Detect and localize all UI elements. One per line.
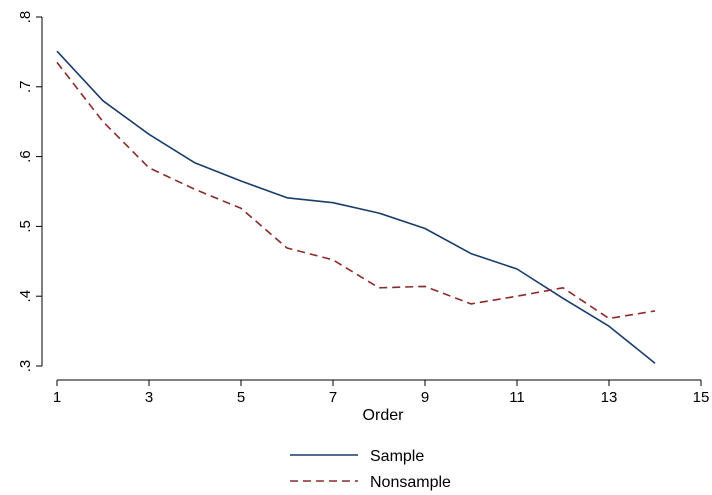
y-tick-label: .5 — [17, 220, 34, 233]
x-tick-label: 15 — [693, 389, 710, 406]
y-tick-label: .4 — [17, 290, 34, 303]
legend-label-nonsample: Nonsample — [370, 474, 451, 491]
x-tick-label: 11 — [509, 389, 525, 406]
y-tick-label: .8 — [17, 11, 34, 24]
legend-label-sample: Sample — [370, 448, 424, 465]
y-tick-label: .6 — [17, 150, 34, 163]
x-tick-label: 5 — [237, 389, 245, 406]
x-tick-label: 1 — [53, 389, 61, 406]
x-tick-label: 3 — [145, 389, 153, 406]
x-tick-label: 13 — [601, 389, 618, 406]
series-line-nonsample — [56, 61, 656, 320]
series-layer — [56, 50, 656, 364]
legend: Sample Nonsample — [290, 448, 451, 491]
axes: .3.4.5.6.7.81 3 5 7 9 11 13 15 — [17, 11, 709, 406]
x-axis-title: Order — [363, 407, 405, 424]
y-tick-label: .7 — [17, 81, 34, 94]
y-tick-label: .3 — [17, 360, 34, 373]
x-tick-label: 7 — [329, 389, 337, 406]
series-line-sample — [56, 50, 656, 364]
x-tick-label: 9 — [421, 389, 429, 406]
